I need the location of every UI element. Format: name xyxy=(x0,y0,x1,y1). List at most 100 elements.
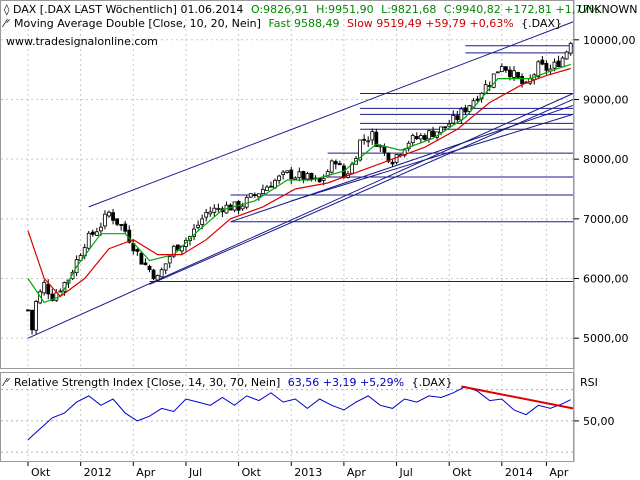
candle-body xyxy=(297,171,302,178)
candle-body xyxy=(200,218,205,225)
candle-body xyxy=(70,271,75,280)
candle-body xyxy=(516,72,520,78)
candle-body xyxy=(248,193,253,198)
candle-body xyxy=(568,42,573,54)
x-tick-label: Apr xyxy=(347,466,367,479)
candle-body xyxy=(317,178,322,183)
candle-body xyxy=(46,283,51,295)
candle-body xyxy=(536,61,541,78)
candle-body xyxy=(337,163,342,166)
x-tick-label: 2013 xyxy=(294,466,322,479)
candle-body xyxy=(540,59,545,65)
candle-body xyxy=(520,76,524,84)
candle-body xyxy=(491,73,496,88)
candle-body xyxy=(564,51,569,60)
rsi-value-change: 63,56 +3,19 +5,29% xyxy=(288,376,404,389)
candle-body xyxy=(382,146,387,153)
candle-body xyxy=(386,152,391,162)
candle-body xyxy=(427,130,431,140)
candle-body xyxy=(422,135,427,140)
candle-body xyxy=(309,172,314,180)
candle-body xyxy=(139,252,144,265)
symbol-label: DAX [.DAX LAST Wöchentlich] 01.06.2014 xyxy=(13,3,244,16)
candle-body xyxy=(42,282,47,294)
price-icon: ◊ xyxy=(4,3,13,16)
candle-body xyxy=(115,218,119,225)
candle-body xyxy=(305,173,310,180)
candle-body xyxy=(552,61,557,69)
candle-body xyxy=(508,69,512,78)
candle-body xyxy=(467,105,472,112)
candle-body xyxy=(265,186,269,191)
rsi-ref: {.DAX} xyxy=(412,376,453,389)
candle-body xyxy=(329,160,334,173)
candle-body xyxy=(260,189,265,194)
moving-average-lines xyxy=(27,63,571,304)
candle-body xyxy=(358,139,363,161)
candle-body xyxy=(499,66,504,73)
ma-slow-value: Slow 9519,49 +59,79 +0,63% xyxy=(347,17,514,30)
candle-body xyxy=(285,170,290,173)
candle-body xyxy=(362,138,367,141)
candle-body xyxy=(402,149,407,156)
candle-body xyxy=(512,70,516,78)
candle-body xyxy=(171,245,176,257)
candle-body xyxy=(155,274,160,281)
candle-body xyxy=(167,256,172,264)
rsi-right-label: RSI xyxy=(580,376,598,389)
candle-body xyxy=(370,131,375,141)
candle-body xyxy=(159,269,164,278)
candle-body xyxy=(366,140,371,143)
x-tick-label: Okt xyxy=(452,466,472,479)
high-value: H:9951,90 xyxy=(316,3,373,16)
candle-body xyxy=(414,136,419,140)
rsi-tick-label: 50,00 xyxy=(583,415,615,428)
candle-body xyxy=(321,177,326,181)
ma-indicator-label: Moving Average Double [Close, 10, 20, Ne… xyxy=(14,17,261,30)
low-value: L:9821,68 xyxy=(381,3,436,16)
candle-body xyxy=(119,224,124,226)
candle-body xyxy=(560,57,565,68)
candle-body xyxy=(281,171,286,175)
candle-body xyxy=(406,142,411,150)
price-tick-label: 6000,00 xyxy=(583,272,629,285)
candle-body xyxy=(163,263,168,271)
candle-body xyxy=(99,226,103,232)
ma-icon: ⁄ᐟ xyxy=(1,17,14,30)
candle-body xyxy=(447,123,452,127)
candle-body xyxy=(410,135,415,144)
close-change-value: C:9940,82 +172,81 +1,77% xyxy=(444,3,600,16)
candle-body xyxy=(34,301,38,331)
candle-body xyxy=(90,231,95,235)
rsi-panel-frame xyxy=(0,372,574,462)
y-axis-ticks: 5000,00 6000,00 7000,00 8000,00 9000,00 10000… xyxy=(574,34,636,428)
candle-body xyxy=(58,290,63,293)
open-value: O:9826,91 xyxy=(251,3,309,16)
slow-ma-line xyxy=(27,67,571,298)
price-tick-label: 8000,00 xyxy=(583,153,629,166)
x-tick-label: 2014 xyxy=(505,466,533,479)
candle-body xyxy=(325,171,330,178)
x-tick-label: Apr xyxy=(549,466,569,479)
candle-body xyxy=(374,131,379,147)
candle-body xyxy=(26,309,30,312)
candles xyxy=(26,41,573,335)
candle-body xyxy=(503,66,508,71)
ma-ref: {.DAX} xyxy=(521,17,562,30)
x-tick-label: Jul xyxy=(188,466,202,479)
candle-body xyxy=(289,169,294,180)
trend-channel-line xyxy=(27,93,574,339)
candle-body xyxy=(455,115,460,120)
support-lines xyxy=(149,45,573,282)
candle-body xyxy=(208,211,213,215)
x-tick-label: Okt xyxy=(31,466,51,479)
candle-body xyxy=(459,108,464,121)
candle-body xyxy=(147,265,152,271)
candle-body xyxy=(123,223,128,232)
candle-body xyxy=(135,249,140,252)
candle-body xyxy=(111,212,115,221)
candle-body xyxy=(196,224,201,228)
fast-ma-line xyxy=(27,63,571,304)
candle-body xyxy=(293,177,298,180)
